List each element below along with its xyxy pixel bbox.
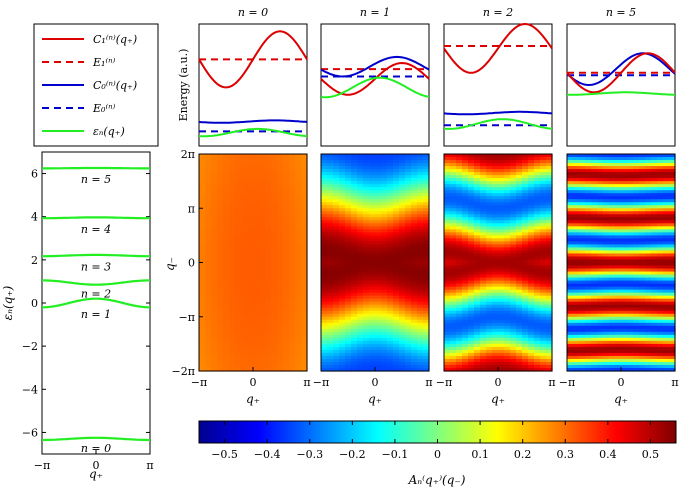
band-line-0: [42, 436, 150, 442]
energy-C1-2: [443, 22, 553, 74]
map-xtick-label-1-0: −π: [313, 376, 329, 389]
heatmap-cells-1: [321, 154, 430, 372]
legend-label-2: C₀⁽ⁿ⁾(q₊): [93, 79, 137, 92]
map-ytick-label-3: −π: [179, 311, 195, 324]
energy-title-3: n = 5: [606, 6, 636, 19]
map-ylabel: q₋: [163, 257, 177, 271]
band-ytick-label-6: 6: [31, 168, 38, 181]
band-ytick-label-3: 0: [31, 297, 38, 310]
map-ytick-label-1: π: [188, 202, 195, 215]
band-line-2: [42, 279, 150, 286]
colorbar: −0.5 −0.4 −0.3 −0.2 −0.1 0 0.1 0.2 0.3 0.4 0.5 Aₙ⁽…: [198, 420, 677, 487]
energy-C0-0: [198, 119, 308, 124]
band-ytick-label-4: 2: [31, 254, 38, 267]
energy-eps-3: [567, 91, 675, 96]
heatmap-cells-3: [567, 154, 676, 372]
map-xtick-label-2-1: 0: [495, 376, 502, 389]
energy-C1-3: [566, 52, 676, 94]
cbar-tick-label-7: 0.2: [514, 448, 532, 461]
energy-C1-0: [198, 30, 308, 89]
band-label-4: n = 4: [81, 223, 111, 236]
energy-C0-3: [566, 52, 676, 87]
band-label-3: n = 3: [81, 261, 111, 274]
map-xlabel-0: q₊: [246, 392, 260, 406]
cbar-tick-label-5: 0: [434, 448, 441, 461]
band-xlabel: q₊: [89, 467, 103, 481]
band-line-3: [42, 253, 150, 258]
legend-label-3: E₀⁽ⁿ⁾: [92, 102, 116, 115]
legend-label-0: C₁⁽ⁿ⁾(q₊): [93, 33, 137, 46]
map-xtick-label-3-1: 0: [618, 376, 625, 389]
energy-title-1: n = 1: [360, 6, 390, 19]
legend-label-4: εₙ(q₊): [93, 125, 125, 138]
legend-label-1: E₁⁽ⁿ⁾: [92, 56, 116, 69]
band-label-2: n = 2: [81, 288, 111, 301]
cbar-tick-label-1: −0.4: [254, 448, 281, 461]
map-xtick-label-3-0: −π: [559, 376, 575, 389]
heatmap-cells-2: [444, 154, 553, 372]
map-xtick-label-2-0: −π: [436, 376, 452, 389]
map-ytick-label-0: 2π: [181, 148, 195, 161]
cbar-tick-label-8: 0.3: [557, 448, 575, 461]
cbar-tick-label-6: 0.1: [471, 448, 489, 461]
legend: C₁⁽ⁿ⁾(q₊) E₁⁽ⁿ⁾ C₀⁽ⁿ⁾(q₊) E₀⁽ⁿ⁾ εₙ(q₊): [33, 23, 159, 147]
band-label-1: n = 1: [81, 308, 111, 321]
map-xtick-label-0-0: −π: [191, 376, 207, 389]
heatmap-cells-0: [199, 154, 308, 372]
cbar-tick-label-10: 0.5: [642, 448, 660, 461]
energy-eps-0: [198, 127, 308, 138]
energy-panel-1: [320, 23, 430, 147]
cbar-tick-label-0: −0.5: [211, 448, 238, 461]
cbar-tick-label-3: −0.2: [339, 448, 366, 461]
map-xtick-label-1-1: 0: [372, 376, 379, 389]
map-ytick-label-2: 0: [188, 257, 195, 270]
energy-eps-2: [443, 118, 553, 130]
map-xlabel-2: q₊: [491, 392, 505, 406]
energy-title-0: n = 0: [238, 6, 268, 19]
energy-panels: n = 0 n = 1 n = 2 n = 5 Energy (a.u.): [177, 6, 676, 147]
map-ytick-label-4: −2π: [172, 365, 195, 378]
map-xtick-label-3-2: π: [671, 376, 678, 389]
map-xtick-label-2-2: π: [548, 376, 555, 389]
map-xtick-label-0-1: 0: [250, 376, 257, 389]
map-xtick-label-1-2: π: [425, 376, 432, 389]
energy-eps-1: [320, 76, 430, 99]
cbar-tick-label-9: 0.4: [599, 448, 617, 461]
map-xtick-label-0-2: π: [303, 376, 310, 389]
cbar-tick-label-2: −0.3: [296, 448, 323, 461]
band-xtick-label-1: 0: [93, 459, 100, 472]
band-ytick-label-2: −2: [22, 340, 38, 353]
band-line-1: [42, 297, 150, 309]
map-xlabel-1: q₊: [368, 392, 382, 406]
band-label-0: n = 0: [81, 442, 111, 455]
energy-C0-1: [320, 55, 430, 78]
map-xlabel-3: q₊: [614, 392, 628, 406]
energy-ylabel: Energy (a.u.): [177, 49, 190, 122]
band-xtick-label-0: −π: [34, 459, 50, 472]
band-ytick-label-0: −6: [22, 426, 38, 439]
band-structure-plot: −6 −4 −2 0 2 4 6 −π 0 π n = 0 n = 1 n = 2 n = 3 n = 4 n…: [1, 151, 154, 481]
band-ytick-label-1: −4: [22, 383, 38, 396]
band-xtick-label-2: π: [146, 459, 153, 472]
cbar-tick-label-4: −0.1: [382, 448, 409, 461]
energy-C0-2: [443, 110, 553, 116]
band-ytick-label-5: 4: [31, 211, 38, 224]
band-line-4: [42, 216, 150, 220]
band-label-5: n = 5: [81, 173, 111, 186]
colorbar-label: Aₙ⁽q₊⁾(q₋): [408, 473, 466, 487]
band-ylabel: εₙ(q₊): [1, 285, 15, 320]
energy-panel-0: [198, 23, 308, 147]
energy-title-2: n = 2: [483, 6, 513, 19]
